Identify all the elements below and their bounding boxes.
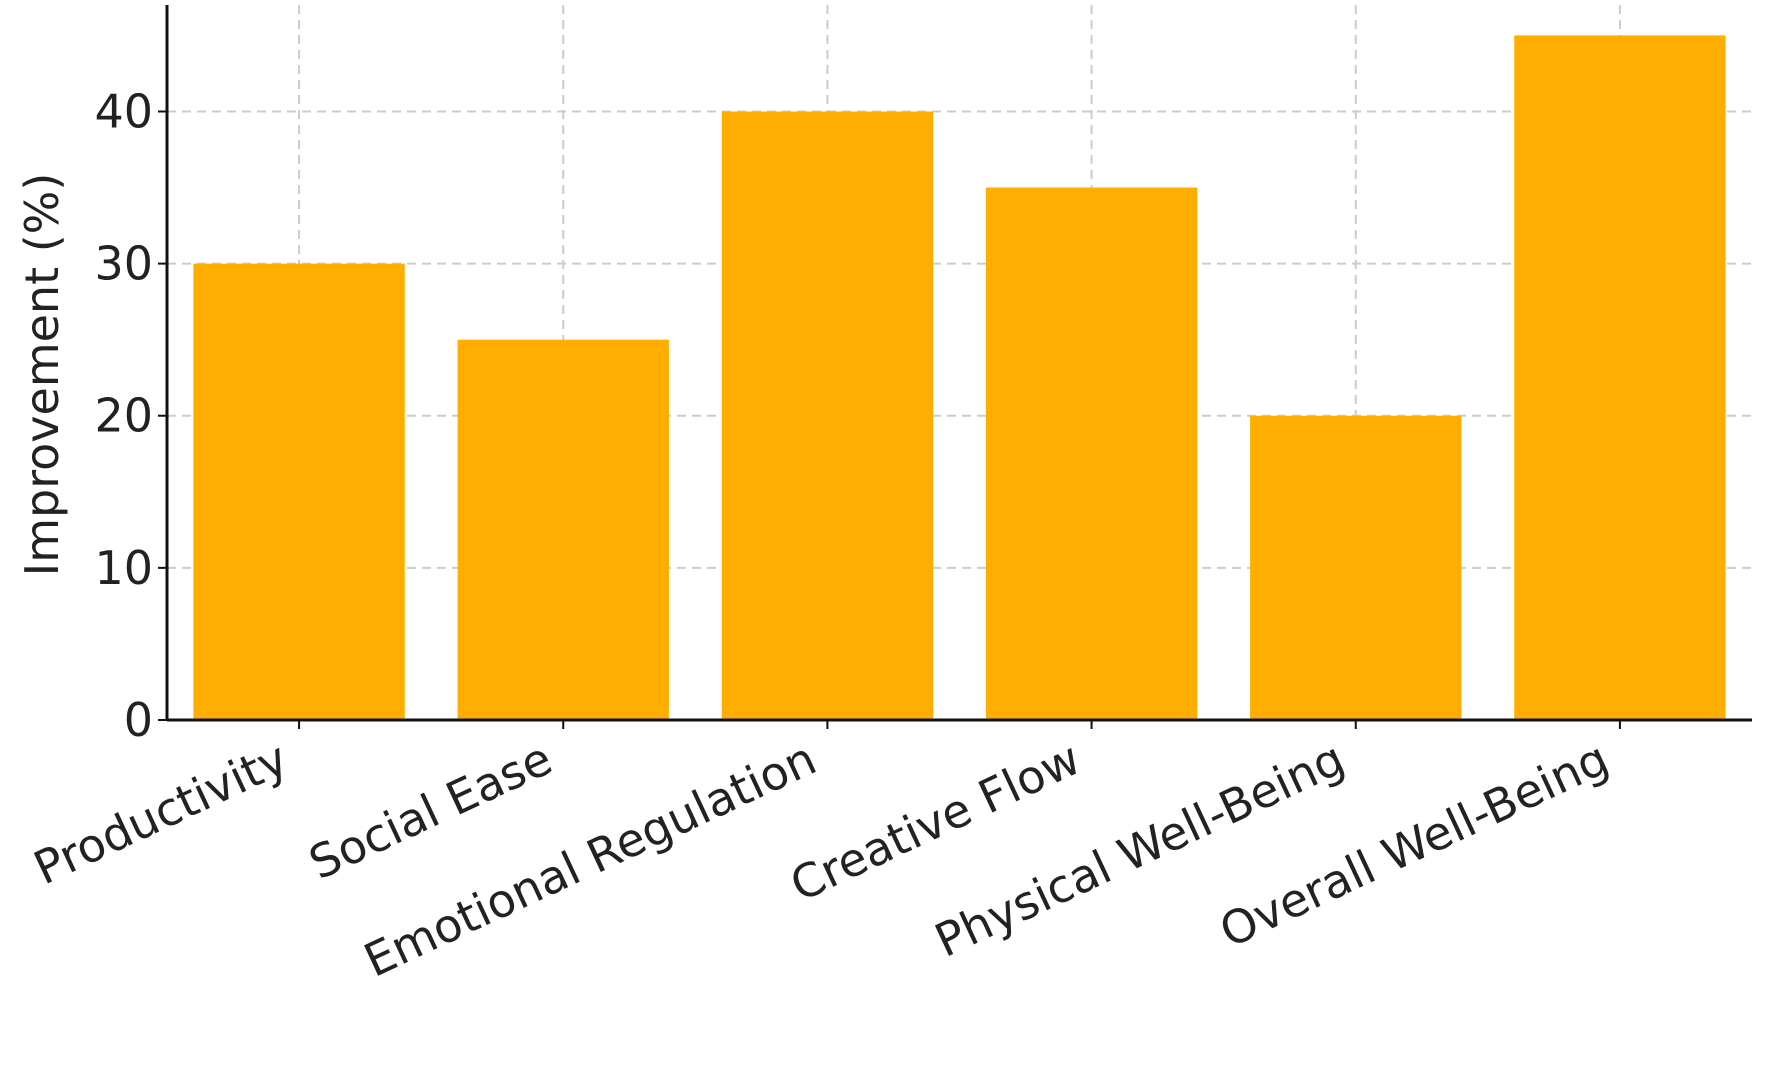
bar-creative-flow xyxy=(985,187,1198,720)
x-tick-label: Emotional Regulation xyxy=(356,731,824,988)
x-tick-label: Productivity xyxy=(26,731,296,895)
y-axis-title: Improvement (%) xyxy=(15,173,69,577)
y-tick-label: 20 xyxy=(94,389,153,443)
grid-layer xyxy=(167,5,1752,720)
y-tick-label: 30 xyxy=(94,237,153,291)
bar-social-ease xyxy=(457,339,669,720)
y-tick-label: 40 xyxy=(94,84,153,138)
y-tick-label: 0 xyxy=(124,693,153,747)
y-tick-label: 10 xyxy=(94,541,153,595)
bar-overall-well-being xyxy=(1514,35,1726,720)
bar-layer xyxy=(193,35,1726,720)
bar-emotional-regulation xyxy=(721,111,934,720)
bar-productivity xyxy=(193,263,405,720)
bar-physical-well-being xyxy=(1250,415,1462,720)
